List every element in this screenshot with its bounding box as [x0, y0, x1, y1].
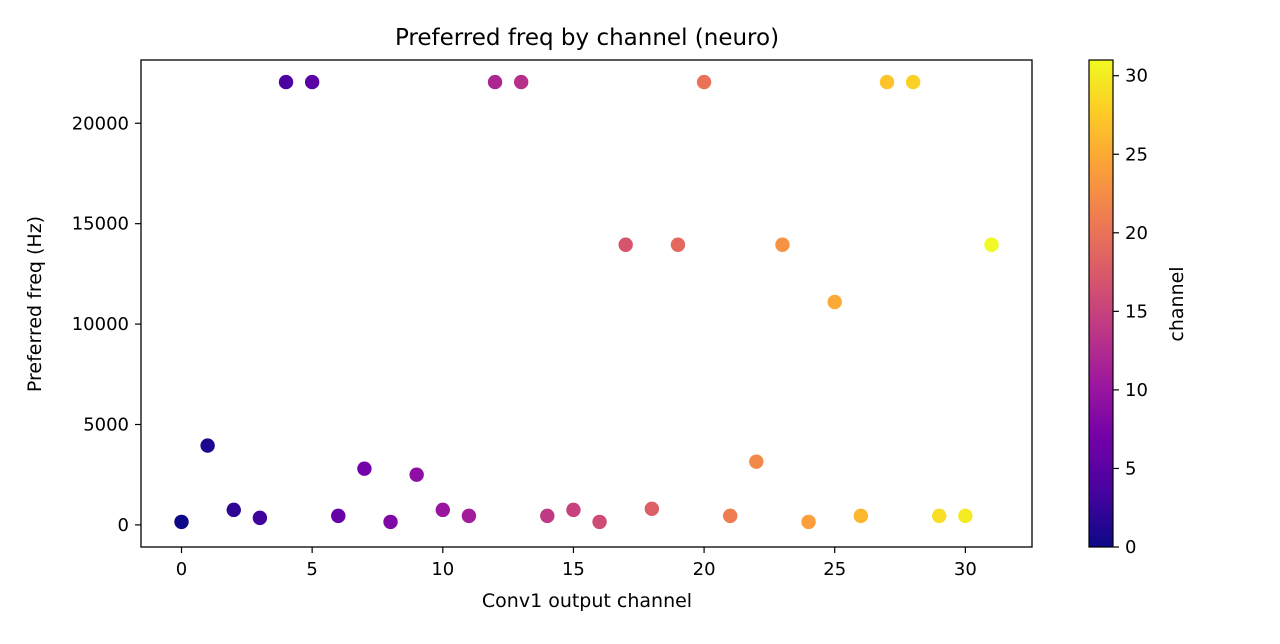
data-point — [435, 502, 450, 518]
data-point — [226, 502, 241, 518]
x-axis-ticks: 0 5 10 15 20 25 30 — [176, 547, 977, 580]
data-point — [278, 74, 294, 90]
x-tick-label: 20 — [693, 559, 716, 580]
data-point — [252, 510, 268, 526]
x-tick-label: 30 — [954, 559, 977, 580]
y-tick-label: 0 — [118, 515, 129, 536]
x-tick-label: 25 — [823, 559, 846, 580]
data-point — [200, 438, 215, 453]
data-point — [984, 237, 999, 252]
data-point — [827, 294, 842, 310]
colorbar-tick-label: 25 — [1125, 144, 1148, 165]
x-axis-label: Conv1 output channel — [482, 590, 692, 612]
x-tick-label: 15 — [562, 559, 585, 580]
data-point — [357, 461, 372, 476]
data-point — [618, 237, 633, 252]
colorbar-tick-label: 15 — [1125, 301, 1148, 322]
data-point — [644, 501, 660, 517]
colorbar-tick-label: 5 — [1125, 458, 1136, 479]
colorbar-ticks: 0 5 10 15 20 25 30 — [1113, 66, 1148, 558]
data-point — [853, 508, 869, 524]
data-point — [540, 508, 555, 524]
chart-title: Preferred freq by channel (neuro) — [395, 25, 779, 51]
x-tick-label: 10 — [431, 559, 454, 580]
colorbar-tick-label: 30 — [1125, 66, 1148, 87]
data-point — [801, 514, 816, 530]
points-layer — [174, 74, 999, 530]
data-point — [304, 74, 320, 90]
data-point — [174, 514, 189, 530]
data-point — [383, 514, 398, 530]
colorbar-label: channel — [1166, 266, 1188, 341]
data-point — [905, 74, 921, 90]
data-point — [749, 454, 764, 469]
data-point — [513, 74, 529, 90]
data-point — [879, 74, 895, 90]
data-point — [461, 508, 477, 524]
y-axis-label: Preferred freq (Hz) — [24, 216, 46, 392]
data-point — [331, 508, 346, 524]
data-point — [696, 74, 712, 90]
colorbar — [1088, 59, 1114, 548]
colorbar-tick-label: 20 — [1125, 223, 1148, 244]
y-tick-label: 5000 — [83, 414, 129, 435]
y-tick-label: 15000 — [72, 214, 129, 235]
data-point — [775, 237, 790, 252]
x-tick-label: 5 — [306, 559, 317, 580]
data-point — [723, 508, 738, 524]
plot-area-frame — [140, 59, 1033, 548]
y-tick-label: 20000 — [72, 113, 129, 134]
y-axis-ticks: 0 5000 10000 15000 20000 — [72, 113, 141, 536]
x-tick-label: 0 — [176, 559, 187, 580]
data-point — [958, 508, 973, 524]
data-point — [566, 502, 581, 518]
y-tick-label: 10000 — [72, 314, 129, 335]
data-point — [670, 237, 686, 252]
data-point — [409, 467, 424, 482]
data-point — [932, 508, 947, 524]
colorbar-tick-label: 0 — [1125, 537, 1136, 558]
data-point — [487, 74, 503, 90]
colorbar-tick-label: 10 — [1125, 380, 1148, 401]
data-point — [592, 514, 607, 530]
